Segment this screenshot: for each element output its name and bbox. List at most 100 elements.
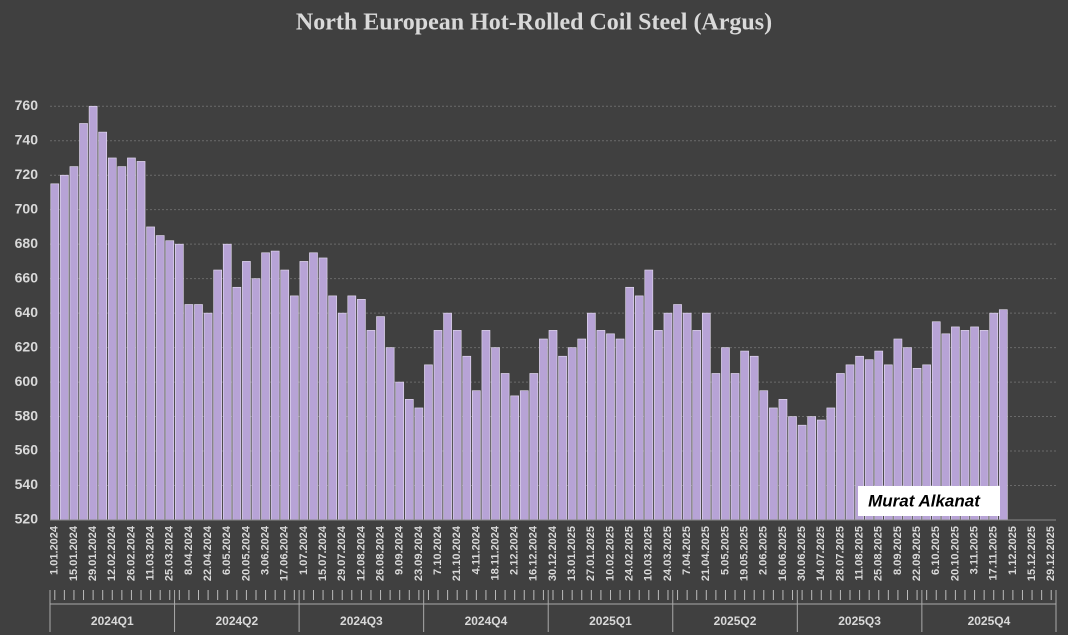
bar <box>481 330 491 521</box>
bar <box>510 395 520 521</box>
x-tick-label: 9.09.2024 <box>394 525 406 575</box>
y-tick-label: 740 <box>15 131 39 147</box>
bar <box>567 347 577 521</box>
x-tick-label: 16.06.2025 <box>777 526 789 581</box>
x-tick-label: 26.02.2024 <box>125 525 137 581</box>
bar <box>213 269 222 521</box>
x-tick-label: 15.07.2024 <box>317 525 329 581</box>
bar <box>357 299 366 521</box>
quarter-label: 2024Q3 <box>340 614 383 628</box>
bar <box>692 330 702 521</box>
quarter-label: 2024Q2 <box>215 614 258 628</box>
x-tick-label: 22.09.2025 <box>911 526 923 581</box>
bar <box>376 316 385 521</box>
x-tick-label: 13.01.2025 <box>566 526 578 581</box>
bar <box>519 390 529 521</box>
bar <box>462 355 472 521</box>
bar <box>289 295 299 521</box>
bar <box>242 261 251 521</box>
watermark-box <box>858 486 1000 516</box>
bar <box>136 161 146 521</box>
bar <box>836 373 845 521</box>
bar <box>615 338 625 521</box>
bar <box>107 157 117 521</box>
bar <box>654 330 663 521</box>
chart-title: North European Hot-Rolled Coil Steel (Ar… <box>296 10 772 36</box>
x-tick-label: 25.08.2025 <box>873 526 885 581</box>
x-tick-label: 10.03.2025 <box>643 526 655 581</box>
x-tick-label: 23.09.2024 <box>413 525 425 581</box>
bar <box>337 312 347 521</box>
x-tick-label: 22.04.2024 <box>202 525 214 581</box>
y-tick-label: 580 <box>15 407 39 423</box>
bar <box>740 350 749 521</box>
x-tick-label: 6.05.2024 <box>221 525 233 575</box>
bar <box>606 333 615 521</box>
bar <box>577 338 587 521</box>
bar <box>155 235 165 521</box>
bar <box>404 399 414 521</box>
bar <box>701 312 711 521</box>
bar <box>117 166 127 521</box>
quarter-label: 2025Q1 <box>589 614 632 628</box>
bar <box>788 416 797 521</box>
bar <box>309 252 318 521</box>
quarter-label: 2025Q4 <box>968 614 1011 628</box>
bar <box>60 174 69 521</box>
x-tick-label: 20.05.2024 <box>240 525 252 581</box>
x-tick-label: 2.12.2024 <box>509 525 521 575</box>
bar <box>443 312 452 521</box>
bar <box>596 330 606 521</box>
x-tick-label: 24.03.2025 <box>662 526 674 581</box>
bar <box>50 183 60 521</box>
x-tick-label: 19.05.2025 <box>739 526 751 581</box>
x-tick-label: 7.10.2024 <box>432 525 444 575</box>
bar <box>280 269 290 521</box>
x-tick-label: 3.06.2024 <box>259 525 271 575</box>
bar <box>194 304 203 521</box>
bar <box>644 269 654 521</box>
bar <box>529 373 539 521</box>
x-tick-label: 8.04.2024 <box>183 525 195 575</box>
quarter-label: 2025Q3 <box>838 614 881 628</box>
y-tick-label: 700 <box>15 200 39 216</box>
x-tick-label: 1.01.2024 <box>49 525 61 575</box>
bar <box>414 407 424 521</box>
y-tick-label: 760 <box>15 97 39 113</box>
x-tick-label: 5.05.2025 <box>719 526 731 575</box>
bar <box>472 390 481 521</box>
y-tick-label: 520 <box>15 511 39 527</box>
bar <box>433 330 443 521</box>
x-tick-label: 24.02.2025 <box>624 526 636 581</box>
y-tick-label: 680 <box>15 235 39 251</box>
bar <box>79 123 88 521</box>
quarter-label: 2024Q1 <box>91 614 134 628</box>
bar <box>299 261 309 521</box>
x-tick-label: 25.03.2024 <box>164 525 176 581</box>
bar <box>127 157 136 521</box>
bar <box>797 424 807 521</box>
x-tick-label: 14.07.2025 <box>815 526 827 581</box>
x-tick-label: 8.09.2025 <box>892 526 904 575</box>
bar <box>730 373 740 521</box>
x-tick-label: 27.01.2025 <box>585 526 597 581</box>
x-tick-label: 30.12.2024 <box>547 525 559 581</box>
bar <box>424 364 433 521</box>
x-tick-label: 15.12.2025 <box>1026 526 1038 581</box>
x-tick-label: 10.02.2025 <box>604 526 616 581</box>
x-tick-label: 11.03.2024 <box>145 525 157 580</box>
y-tick-label: 660 <box>15 269 39 285</box>
y-tick-label: 720 <box>15 166 39 182</box>
bar <box>586 312 596 521</box>
bar <box>270 250 280 521</box>
bar <box>88 105 98 521</box>
x-tick-label: 11.08.2025 <box>853 526 865 580</box>
bar <box>769 407 778 521</box>
bar <box>759 390 769 521</box>
bar <box>816 419 826 521</box>
y-tick-label: 600 <box>15 373 39 389</box>
bar <box>807 416 817 521</box>
watermark: Murat Alkanat <box>868 491 981 510</box>
x-tick-label: 6.10.2025 <box>930 526 942 575</box>
